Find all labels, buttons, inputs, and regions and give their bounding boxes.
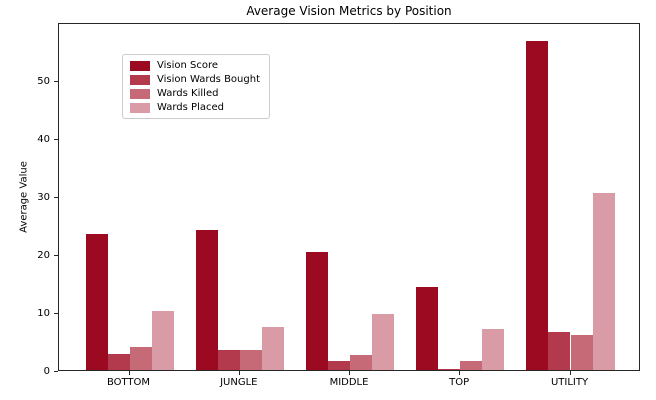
bar-vision-score-middle [305,252,328,370]
bar-vision-score-jungle [195,229,218,370]
x-tick-mark [238,371,240,375]
x-tick-label: JUNGLE [220,377,258,388]
y-tick-mark [54,371,58,372]
bar-vision-wards-bought-middle [328,360,350,370]
bar-wards-placed-jungle [261,326,284,370]
legend-swatch-icon [130,102,150,113]
bars-layer [59,24,639,370]
bar-wards-placed-utility [592,193,615,370]
y-tick-mark [54,197,58,198]
bar-vision-wards-bought-utility [548,331,571,370]
bar-wards-killed-bottom [129,347,152,370]
y-tick-mark [54,81,58,82]
y-tick-label: 40 [37,133,50,145]
y-tick-label: 10 [37,307,50,319]
legend-label: Vision Wards Bought [157,74,260,85]
x-tick-mark [128,371,130,375]
bar-wards-killed-top [460,361,483,370]
legend-item-wards-killed: Wards Killed [130,88,260,99]
x-tick-label: TOP [449,377,470,388]
bar-vision-score-bottom [85,234,108,370]
bar-vision-wards-bought-top [438,368,461,370]
bar-vision-score-utility [526,40,549,370]
legend-label: Wards Killed [157,88,219,99]
bar-wards-killed-utility [570,334,593,370]
legend-label: Vision Score [157,60,219,71]
x-tick-mark [569,371,571,375]
x-tick-mark [459,371,461,375]
x-tick-mark [349,371,350,375]
y-tick-mark [54,313,58,314]
legend-swatch-icon [130,60,150,71]
x-tick-label: UTILITY [550,377,589,388]
bar-wards-placed-bottom [151,311,174,370]
y-tick-label: 50 [37,75,50,87]
bar-wards-killed-middle [350,354,372,370]
legend-item-vision-score: Vision Score [130,60,260,71]
x-tick-label: BOTTOM [106,377,151,388]
legend-swatch-icon [130,88,150,99]
y-tick-label: 20 [37,249,50,261]
y-tick-label: 0 [43,365,50,377]
legend-item-wards-placed: Wards Placed [130,102,260,113]
legend-item-vision-wards-bought: Vision Wards Bought [130,74,260,85]
bar-wards-placed-top [482,328,505,370]
chart-title: Average Vision Metrics by Position [246,4,452,18]
plot-area: Vision Score Vision Wards Bought Wards K… [37,23,640,388]
y-tick-mark [54,139,58,140]
bar-vision-wards-bought-bottom [107,353,130,370]
bar-vision-score-top [416,286,439,370]
bar-vision-wards-bought-jungle [217,350,240,370]
legend-swatch-icon [130,74,150,85]
bar-wards-placed-middle [372,314,394,370]
y-tick-mark [54,255,58,256]
bar-wards-killed-jungle [239,350,262,370]
legend: Vision Score Vision Wards Bought Wards K… [122,54,270,119]
y-tick-label: 30 [37,191,50,203]
x-tick-label: MIDDLE [329,377,369,388]
legend-label: Wards Placed [157,102,224,113]
